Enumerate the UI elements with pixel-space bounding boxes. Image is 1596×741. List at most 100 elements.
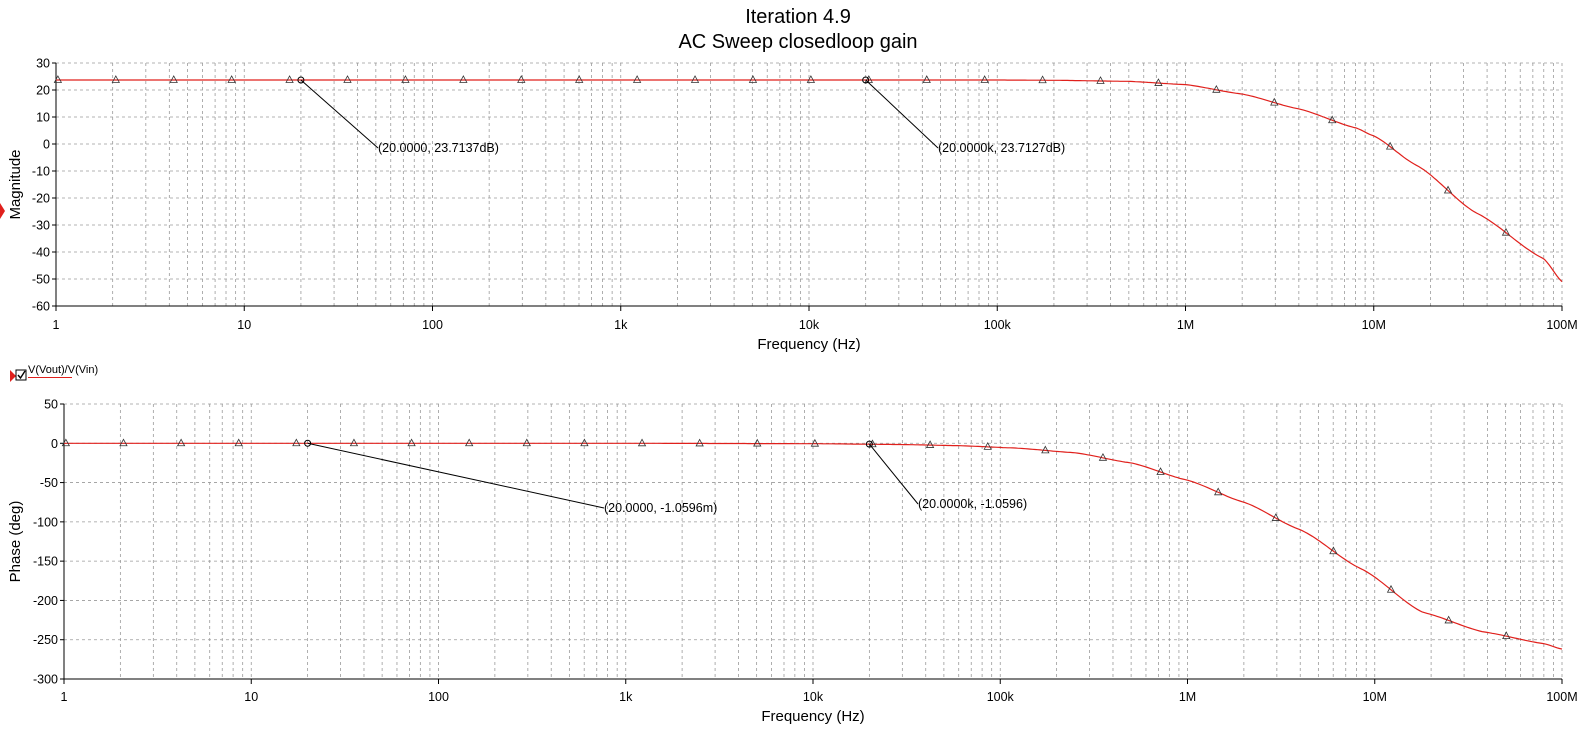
x-tick-label: 1M xyxy=(1179,690,1196,704)
data-point-marker xyxy=(1271,513,1280,521)
x-tick-label: 100 xyxy=(422,318,443,332)
data-point-marker xyxy=(292,438,301,447)
x-tick-label: 1 xyxy=(61,690,68,704)
data-point-marker xyxy=(1038,75,1047,84)
y-tick-label: 30 xyxy=(36,57,50,71)
y-axis-label: Magnitude xyxy=(7,149,24,219)
data-point-marker xyxy=(1502,631,1511,640)
x-tick-label: 10 xyxy=(237,318,251,332)
y-tick-label: -50 xyxy=(40,476,58,490)
x-tick-label: 1k xyxy=(619,690,633,704)
data-point-marker xyxy=(1328,115,1337,124)
data-point-marker xyxy=(1156,467,1165,475)
y-tick-label: -10 xyxy=(32,165,50,179)
y-tick-label: -60 xyxy=(32,300,50,314)
data-point-marker xyxy=(922,75,931,83)
legend[interactable]: V(Vout)/V(Vin) xyxy=(10,364,98,382)
data-point-marker xyxy=(1212,84,1221,93)
y-tick-label: 50 xyxy=(44,398,58,412)
y-tick-label: -20 xyxy=(32,192,50,206)
x-tick-label: 100M xyxy=(1546,690,1577,704)
annotation-label: (20.0000k, 23.7127dB) xyxy=(938,141,1065,155)
annotation-leader xyxy=(307,442,605,509)
data-point-marker xyxy=(980,75,989,83)
chart-subtitle: AC Sweep closedloop gain xyxy=(678,31,917,53)
legend-checkbox[interactable] xyxy=(15,369,27,381)
data-point-marker xyxy=(1443,185,1453,194)
data-point-marker xyxy=(349,438,359,447)
data-point-marker xyxy=(1041,445,1050,454)
data-point-marker xyxy=(285,75,294,83)
data-point-marker xyxy=(407,438,416,447)
data-point-marker xyxy=(1214,487,1223,496)
x-tick-label: 100 xyxy=(428,690,449,704)
data-point-marker xyxy=(169,75,178,83)
data-point-marker xyxy=(53,75,63,83)
data-point-marker xyxy=(632,75,642,83)
cursor-point[interactable] xyxy=(862,76,870,84)
data-point-marker xyxy=(1270,97,1279,106)
y-tick-label: 10 xyxy=(36,111,50,125)
data-point-marker xyxy=(983,442,992,450)
data-point-marker xyxy=(1098,452,1108,461)
y-tick-label: 0 xyxy=(43,138,50,152)
data-point-marker xyxy=(1154,78,1163,86)
x-tick-label: 10M xyxy=(1363,690,1387,704)
annotation-label: (20.0000, 23.7137dB) xyxy=(378,141,499,155)
data-point-marker xyxy=(868,439,877,448)
x-tick-label: 100k xyxy=(987,690,1015,704)
chart-title: Iteration 4.9 xyxy=(745,6,851,28)
data-point-marker xyxy=(925,440,935,448)
series-line xyxy=(64,442,1563,650)
data-point-marker xyxy=(517,75,526,83)
y-tick-label: 20 xyxy=(36,84,50,98)
data-point-marker xyxy=(753,438,762,447)
data-point-marker xyxy=(810,438,820,447)
data-point-marker xyxy=(61,438,71,447)
data-point-marker xyxy=(401,75,410,83)
x-tick-label: 10M xyxy=(1362,318,1386,332)
x-axis-label: Frequency (Hz) xyxy=(757,336,860,353)
y-tick-label: -50 xyxy=(32,273,50,287)
x-axis-label: Frequency (Hz) xyxy=(761,708,864,725)
data-point-marker xyxy=(176,438,186,447)
annotation-label: (20.0000k, -1.0596) xyxy=(918,497,1027,511)
data-point-marker xyxy=(695,438,704,447)
x-tick-label: 10 xyxy=(244,690,258,704)
x-tick-label: 10k xyxy=(803,690,824,704)
data-point-marker xyxy=(1501,227,1511,236)
data-point-marker xyxy=(465,438,474,447)
y-tick-label: -150 xyxy=(33,555,58,569)
y-axis-label: Phase (deg) xyxy=(7,501,24,583)
annotation-label: (20.0000, -1.0596m) xyxy=(604,501,717,515)
data-point-marker xyxy=(748,75,758,83)
annotation-leader xyxy=(865,79,939,149)
legend-label: V(Vout)/V(Vin) xyxy=(28,364,98,376)
annotation-leader xyxy=(300,79,379,149)
data-point-marker xyxy=(522,438,531,447)
x-tick-label: 100k xyxy=(984,318,1012,332)
data-point-marker xyxy=(637,438,647,447)
checkmark-icon xyxy=(17,370,26,380)
y-tick-label: -200 xyxy=(33,594,58,608)
data-point-marker xyxy=(111,75,120,83)
cursor-point[interactable] xyxy=(865,440,873,448)
x-tick-label: 1M xyxy=(1177,318,1194,332)
data-point-marker xyxy=(1444,615,1453,624)
y-tick-label: -100 xyxy=(33,515,58,529)
y-tick-label: -300 xyxy=(33,673,58,687)
data-point-marker xyxy=(1386,584,1396,593)
legend-marker-icon xyxy=(10,370,16,382)
data-point-marker xyxy=(119,438,128,447)
y-tick-label: -250 xyxy=(33,633,58,647)
data-point-marker xyxy=(690,75,700,83)
data-point-marker xyxy=(459,75,468,83)
x-tick-label: 100M xyxy=(1546,318,1577,332)
cursor-point[interactable] xyxy=(304,439,312,447)
x-tick-label: 1k xyxy=(614,318,628,332)
y-tick-label: 0 xyxy=(51,437,58,451)
data-point-marker xyxy=(1385,141,1395,150)
cursor-point[interactable] xyxy=(297,76,305,84)
